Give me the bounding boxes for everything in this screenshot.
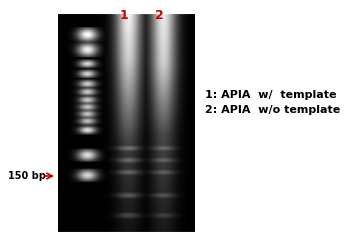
Text: 1: APIA  w/  template: 1: APIA w/ template — [205, 90, 337, 100]
Text: 2: APIA  w/o template: 2: APIA w/o template — [205, 105, 340, 115]
Text: 2: 2 — [155, 9, 163, 22]
Text: 1: 1 — [120, 9, 129, 22]
Text: 150 bp: 150 bp — [8, 171, 46, 181]
